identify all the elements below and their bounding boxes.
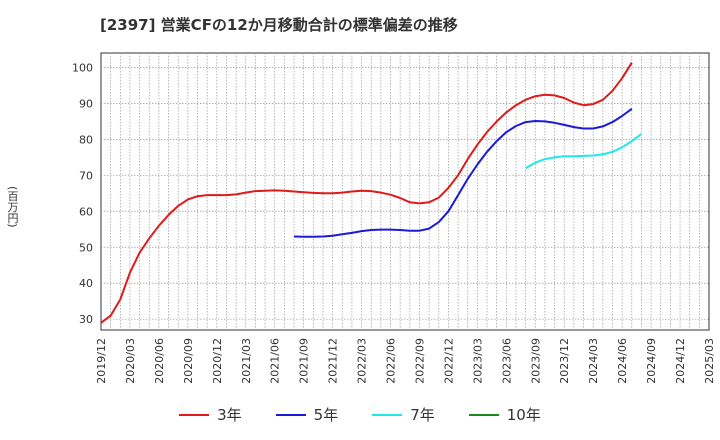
legend-label: 10年	[506, 406, 541, 424]
x-tick-label: 2020/09	[182, 338, 195, 384]
y-tick-label: 60	[79, 205, 93, 218]
legend-swatch	[468, 413, 499, 416]
line-chart: 30 40 50 60 70 80 90 100 2019/12 2020/03 2020/06 20…	[72, 52, 716, 384]
x-tick-label: 2021/06	[269, 338, 282, 384]
legend-item: 7年	[372, 404, 435, 425]
x-tick-label: 2025/03	[703, 338, 716, 384]
x-tick-label: 2023/12	[558, 338, 571, 384]
legend-label: 5年	[313, 406, 339, 424]
legend-item: 10年	[468, 404, 541, 425]
x-tick-label: 2024/03	[587, 338, 600, 384]
y-tick-label: 100	[72, 61, 93, 74]
legend-item: 3年	[179, 404, 242, 425]
y-tick-label: 90	[79, 97, 93, 110]
x-tick-label: 2021/12	[327, 338, 340, 384]
series-line-3年	[100, 62, 633, 324]
x-tick-label: 2023/06	[500, 338, 513, 384]
x-tick-label: 2020/12	[211, 338, 224, 384]
plot-area	[100, 52, 710, 331]
legend-swatch	[372, 413, 403, 416]
x-tick-label: 2021/09	[298, 338, 311, 384]
x-tick-label: 2023/03	[471, 338, 484, 384]
x-tick-label: 2022/06	[385, 338, 398, 384]
x-tick-label: 2022/09	[413, 338, 426, 384]
y-tick-label: 70	[79, 169, 93, 182]
series-line-5年	[293, 107, 633, 238]
legend-swatch	[275, 413, 306, 416]
x-tick-label: 2021/03	[240, 338, 253, 384]
chart-title: [2397] 営業CFの12か月移動合計の標準偏差の推移	[100, 16, 458, 34]
chart-legend: 3年 5年 7年 10年	[0, 404, 720, 425]
x-tick-label: 2019/12	[95, 338, 108, 384]
y-tick-label: 30	[79, 313, 93, 326]
y-tick-label: 80	[79, 133, 93, 146]
legend-swatch	[179, 413, 210, 416]
legend-label: 7年	[410, 406, 435, 424]
series-line-7年	[525, 133, 643, 169]
x-tick-label: 2022/03	[356, 338, 369, 384]
y-tick-label: 50	[79, 241, 93, 254]
x-tick-label: 2024/09	[645, 338, 658, 384]
x-tick-label: 2020/06	[153, 338, 166, 384]
legend-item: 5年	[275, 404, 339, 425]
x-tick-label: 2024/06	[616, 338, 629, 384]
x-tick-label: 2023/09	[529, 338, 542, 384]
x-tick-label: 2024/12	[674, 338, 687, 384]
x-tick-label: 2020/03	[124, 338, 137, 384]
legend-label: 3年	[217, 406, 242, 424]
y-tick-label: 40	[79, 277, 93, 290]
x-tick-label: 2022/12	[442, 338, 455, 384]
y-axis-label: (百万円)	[6, 186, 19, 228]
